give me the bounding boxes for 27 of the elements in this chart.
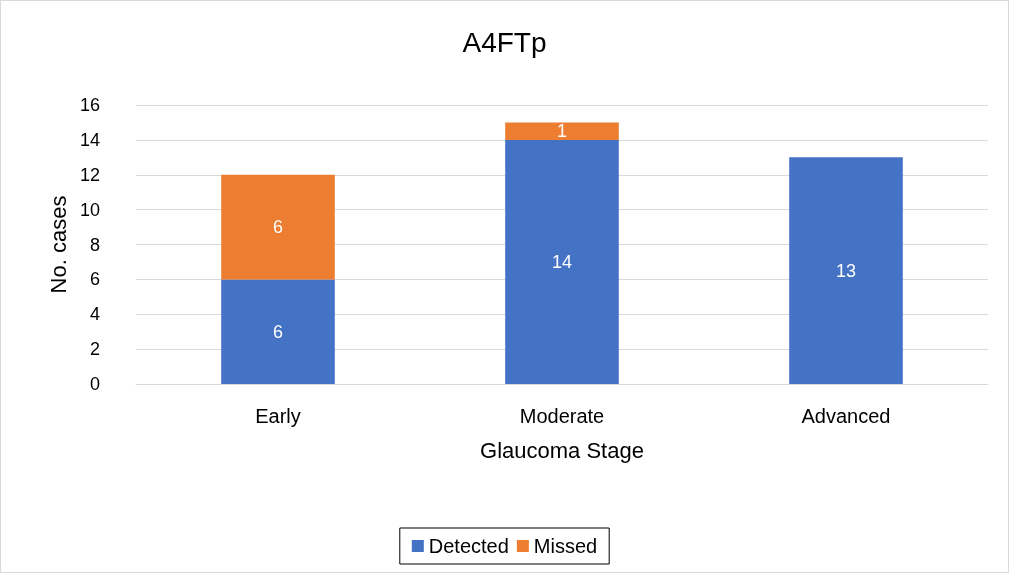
x-axis-title: Glaucoma Stage xyxy=(480,437,644,463)
x-tick-label: Moderate xyxy=(519,405,605,427)
y-axis-title: No. cases xyxy=(45,195,71,294)
legend-label: Missed xyxy=(533,535,598,557)
bar xyxy=(505,122,619,140)
y-tick-label: 14 xyxy=(79,129,100,150)
y-tick-label: 8 xyxy=(89,234,100,255)
y-tick-label: 12 xyxy=(79,164,100,185)
chart-title: A4FTp xyxy=(462,26,547,58)
x-tick-label: Advanced xyxy=(801,405,891,427)
y-tick-label: 2 xyxy=(89,339,100,360)
data-label: 6 xyxy=(272,321,284,342)
bar xyxy=(789,157,903,384)
y-tick-label: 0 xyxy=(89,374,100,394)
legend-label: Detected xyxy=(428,535,509,557)
x-tick-label: Early xyxy=(255,405,301,427)
data-label: 13 xyxy=(835,260,857,281)
y-tick-label: 6 xyxy=(89,269,100,290)
bar xyxy=(505,139,619,384)
y-tick-label: 16 xyxy=(79,95,100,115)
bar xyxy=(221,174,335,280)
data-label: 6 xyxy=(272,217,284,238)
y-tick-label: 10 xyxy=(79,199,100,220)
data-label: 1 xyxy=(556,121,568,142)
data-label: 14 xyxy=(551,251,573,272)
y-tick-label: 4 xyxy=(89,304,100,325)
bar xyxy=(221,279,335,384)
